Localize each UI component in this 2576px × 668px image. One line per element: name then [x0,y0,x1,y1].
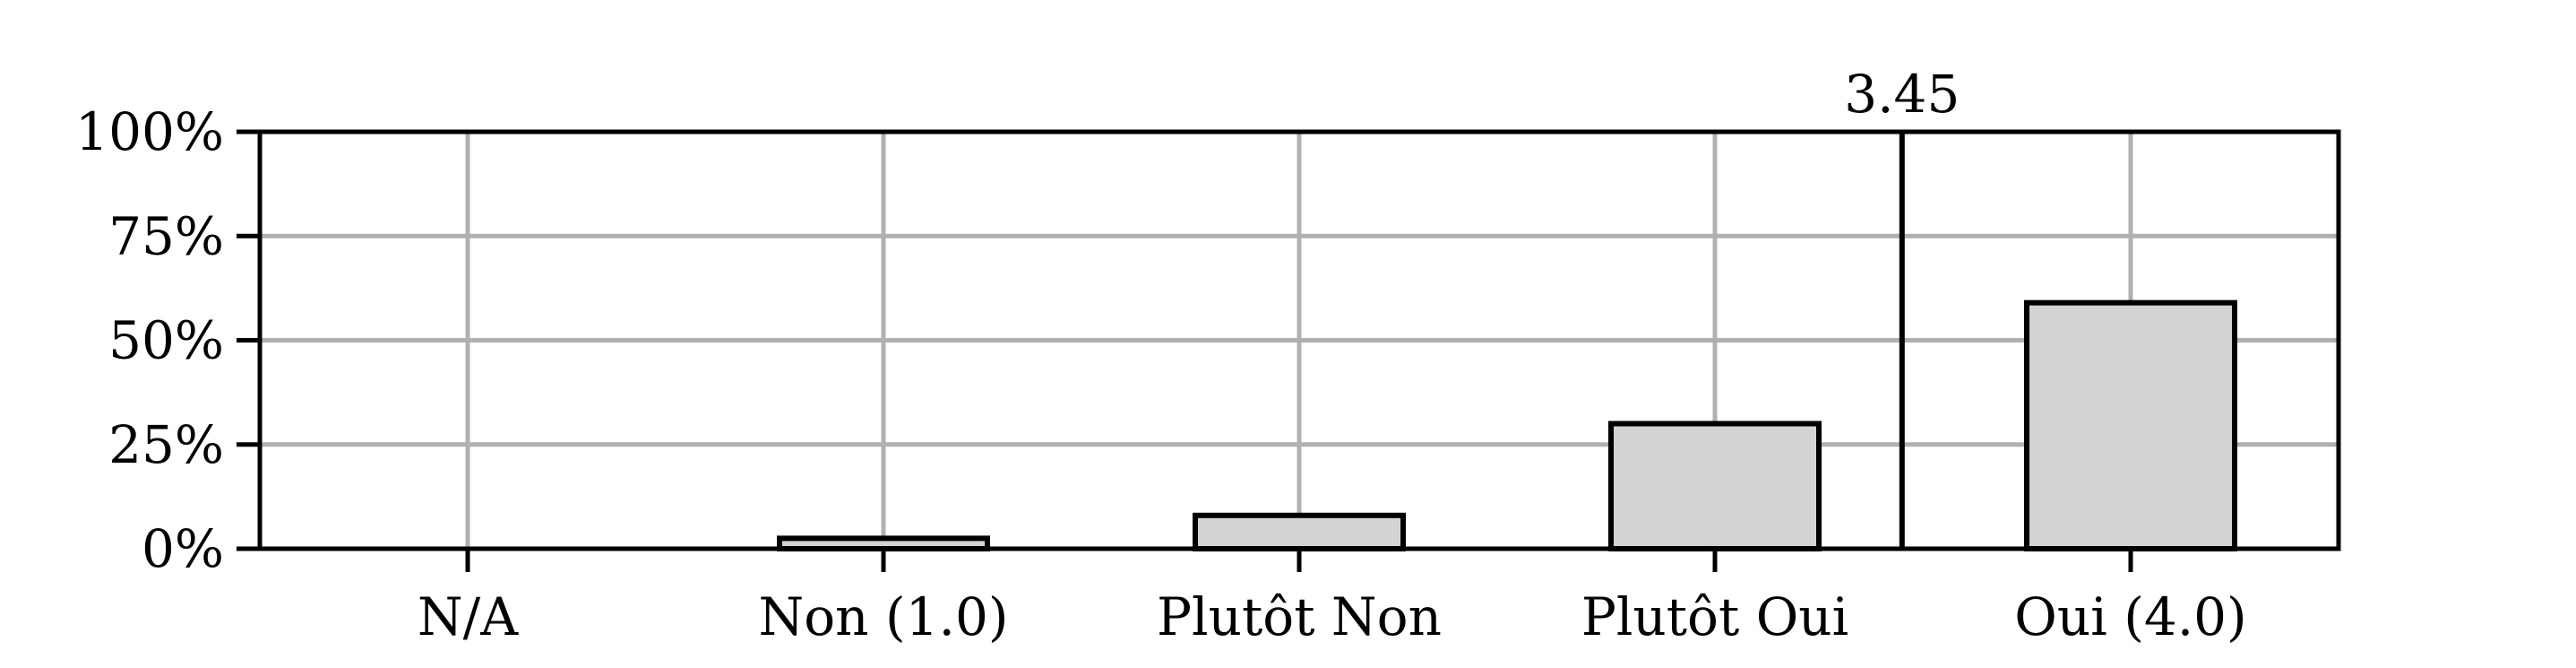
y-tick-label: 25% [108,414,224,475]
x-tick-label: Non (1.0) [759,586,1009,647]
bar [1608,421,1822,551]
mean-marker-label: 3.45 [1844,64,1960,125]
y-tick-label: 0% [142,518,224,579]
bar [2024,299,2237,551]
x-tick-label: Plutôt Non [1157,586,1442,647]
label-layer: 0% 25% 50% 75% 100% N/A Non (1.0) Plutôt Non Plu… [75,64,2247,647]
y-tick-label: 100% [75,101,224,162]
x-tick-label: Plutôt Oui [1581,586,1848,647]
x-tick-label: N/A [418,586,519,647]
y-tick-label: 75% [108,205,224,266]
y-tick-label: 50% [108,310,224,371]
bar [1193,512,1406,551]
bar-layer [777,299,2237,551]
axis-layer [237,129,2341,572]
x-tick-label: Oui (4.0) [2014,586,2246,647]
